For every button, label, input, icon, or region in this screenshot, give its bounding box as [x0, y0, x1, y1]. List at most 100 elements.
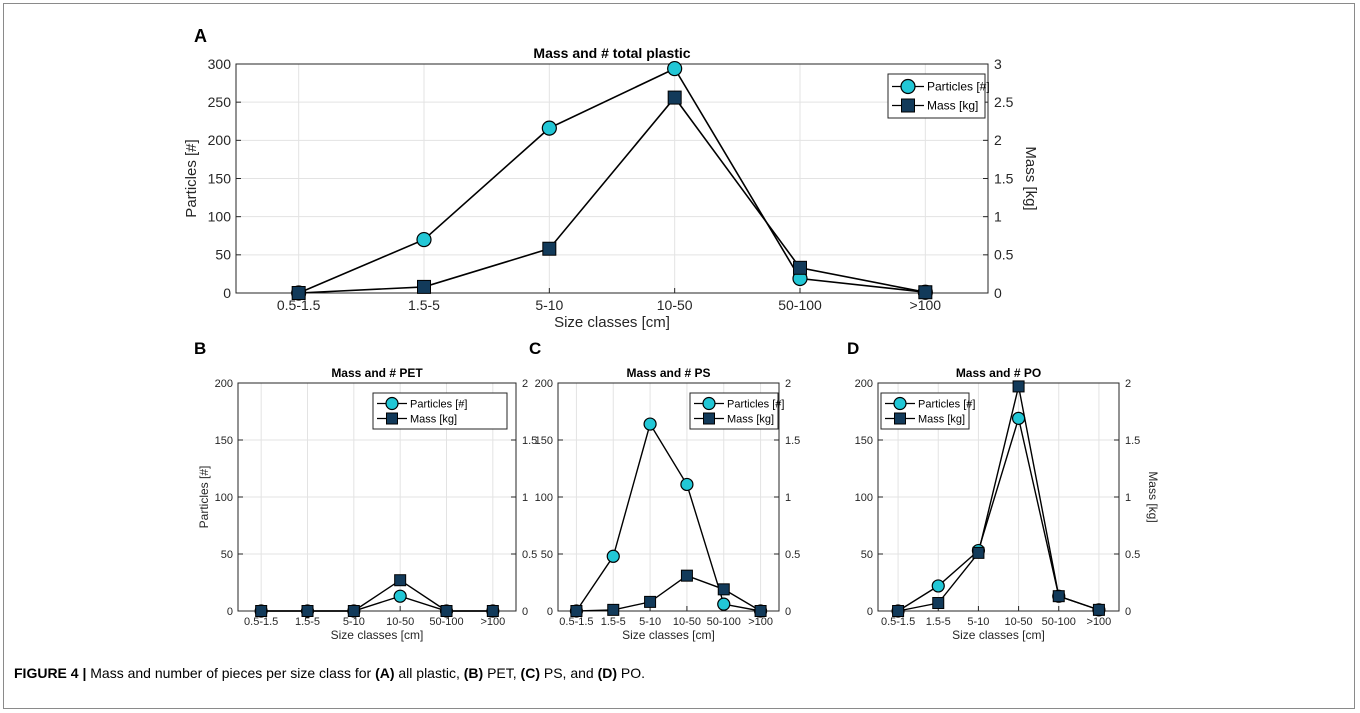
caption-ref-b: (B): [463, 665, 484, 681]
y-right-tick-label: 2: [994, 132, 1002, 148]
y-right-tick-label: 1: [1125, 492, 1131, 504]
particles-point: [667, 60, 683, 77]
y-left-tick-label: 50: [215, 247, 231, 263]
y-right-tick-label: 0: [994, 285, 1002, 301]
x-tick-label: 5-10: [343, 616, 365, 628]
x-tick-label: 10-50: [673, 616, 701, 628]
y-right-tick-label: 1: [994, 209, 1002, 225]
y-right-axis-label: Mass [kg]: [1022, 146, 1039, 210]
particles-point: [680, 477, 694, 492]
legend-label: Particles [#]: [927, 80, 990, 94]
panel-letter: A: [194, 26, 207, 46]
y-left-tick-label: 200: [215, 378, 233, 390]
y-left-tick-label: 150: [215, 435, 233, 447]
mass-point: [667, 90, 682, 105]
particles-point: [393, 589, 407, 603]
particles-point: [606, 549, 620, 563]
x-tick-label: 5-10: [639, 616, 661, 628]
mass-point: [291, 286, 306, 300]
y-left-tick-label: 50: [221, 549, 233, 561]
particles-point: [717, 597, 731, 611]
x-tick-label: 10-50: [386, 616, 414, 628]
x-tick-label: 10-50: [1005, 616, 1033, 628]
particles-point: [643, 417, 657, 431]
mass-point: [793, 260, 807, 275]
y-left-tick-label: 0: [227, 606, 233, 618]
legend-label: Mass [kg]: [727, 413, 774, 425]
y-left-tick-label: 150: [208, 170, 232, 186]
y-right-tick-label: 0: [785, 606, 791, 618]
y-left-tick-label: 150: [535, 435, 553, 447]
panel-d: 0 50 100 150 200 0 0.5 1 1.5 2 0.5-1.5 1.5-5 5-10 10-…: [847, 339, 1160, 642]
legend: Particles [#] Mass [kg]: [372, 392, 508, 430]
y-right-tick-label: 0.5: [1125, 549, 1140, 561]
x-tick-label: 0.5-1.5: [559, 616, 593, 628]
mass-point: [1052, 590, 1065, 603]
chart-title: Mass and # PO: [956, 366, 1041, 380]
legend-label: Mass [kg]: [410, 413, 457, 425]
panel-letter: B: [194, 339, 206, 358]
x-tick-label: >100: [1087, 616, 1112, 628]
x-tick-label: >100: [910, 297, 942, 313]
x-tick-label: 1.5-5: [408, 297, 440, 313]
legend-marker-particles: [893, 396, 907, 411]
y-left-tick-label: 200: [535, 378, 553, 390]
panel-c: 0 50 100 150 200 0 0.5 1 1.5 2 0.5-1.5 1.5-5 5-10 10-…: [529, 339, 800, 642]
y-right-tick-label: 0.5: [522, 549, 537, 561]
x-tick-label: 50-100: [429, 616, 463, 628]
legend-label: Mass [kg]: [927, 99, 978, 113]
y-right-tick-label: 1.5: [785, 435, 800, 447]
x-tick-label: 0.5-1.5: [277, 297, 321, 313]
y-left-tick-label: 200: [208, 132, 232, 148]
y-right-tick-label: 2: [522, 378, 528, 390]
y-right-tick-label: 1.5: [994, 170, 1014, 186]
y-left-tick-label: 300: [208, 56, 232, 72]
legend-marker-particles: [702, 396, 716, 411]
y-right-tick-label: 0: [522, 606, 528, 618]
y-right-tick-label: 0.5: [785, 549, 800, 561]
mass-point: [972, 546, 985, 559]
y-left-tick-label: 100: [855, 492, 873, 504]
y-right-tick-label: 2: [1125, 378, 1131, 390]
legend-marker-particles: [900, 78, 916, 95]
x-tick-label: 1.5-5: [601, 616, 626, 628]
caption-ref-a: (A): [375, 665, 395, 681]
x-tick-label: >100: [480, 616, 505, 628]
legend-label: Particles [#]: [727, 398, 784, 410]
mass-point: [301, 605, 314, 617]
caption-text-2: all plastic,: [394, 665, 464, 681]
caption-ref-c: (C): [520, 665, 540, 681]
mass-point: [1012, 380, 1025, 393]
legend-label: Particles [#]: [918, 398, 975, 410]
x-tick-label: 5-10: [967, 616, 989, 628]
y-right-axis-label: Mass [kg]: [1146, 471, 1160, 522]
mass-point: [892, 605, 905, 617]
mass-point: [417, 279, 431, 294]
x-tick-label: 0.5-1.5: [244, 616, 278, 628]
mass-point: [542, 241, 557, 256]
caption-text-5: PO.: [617, 665, 646, 681]
y-right-tick-label: 2.5: [994, 94, 1014, 110]
y-left-tick-label: 200: [855, 378, 873, 390]
y-left-tick-label: 50: [541, 549, 553, 561]
mass-point: [607, 603, 620, 616]
mass-point: [918, 285, 933, 300]
x-tick-label: 50-100: [707, 616, 741, 628]
x-tick-label: 1.5-5: [295, 616, 320, 628]
x-tick-label: >100: [748, 616, 773, 628]
x-axis-label: Size classes [cm]: [952, 628, 1045, 642]
chart-title: Mass and # PS: [626, 366, 710, 380]
legend: Particles [#] Mass [kg]: [689, 392, 784, 430]
figure-caption: FIGURE 4 | Mass and number of pieces per…: [14, 665, 645, 681]
panel-b: 0 50 100 150 200 0 0.5 1 1.5 2 0.5-1.5 1.5-5 5-10 10-…: [194, 339, 537, 642]
y-right-tick-label: 3: [994, 56, 1002, 72]
y-left-axis-label: Particles [#]: [183, 139, 200, 217]
y-right-tick-label: 1.5: [1125, 435, 1140, 447]
mass-point: [754, 605, 767, 617]
x-tick-label: 50-100: [778, 297, 822, 313]
series-line-square: [576, 574, 761, 612]
legend: Particles [#] Mass [kg]: [880, 392, 975, 430]
y-left-tick-label: 0: [867, 606, 873, 618]
y-left-tick-label: 0: [223, 285, 231, 301]
particles-point: [931, 579, 945, 593]
